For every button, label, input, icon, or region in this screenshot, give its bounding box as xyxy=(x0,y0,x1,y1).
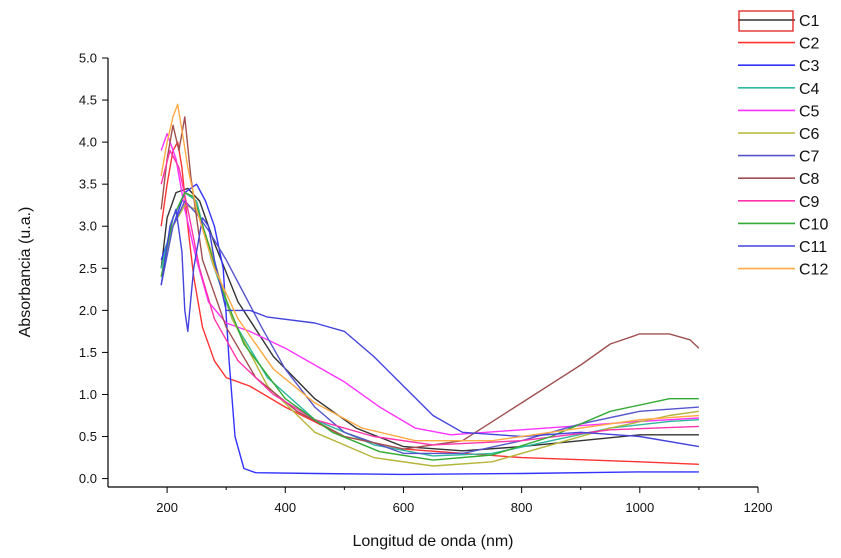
legend-label-c7: C7 xyxy=(799,149,820,166)
legend-label-c6: C6 xyxy=(799,126,820,143)
series-line-c2 xyxy=(160,141,699,465)
legend-label-c9: C9 xyxy=(799,194,820,211)
y-tick-label: 4.0 xyxy=(79,135,97,150)
y-tick-label: 3.5 xyxy=(79,177,97,192)
y-tick-label: 2.0 xyxy=(79,303,97,318)
legend-label-c10: C10 xyxy=(799,216,828,233)
y-tick-label: 3.0 xyxy=(79,219,97,234)
x-tick-label: 600 xyxy=(393,500,415,515)
plot-lines xyxy=(160,103,700,476)
legend-label-c8: C8 xyxy=(799,171,820,188)
series-line-c7 xyxy=(160,200,699,455)
y-axis-title: Absorbancia (u.a.) xyxy=(17,207,34,338)
x-tick-label: 1000 xyxy=(625,500,654,515)
y-tick-label: 1.5 xyxy=(79,345,97,360)
legend-label-c5: C5 xyxy=(799,103,820,120)
series-line-c8 xyxy=(160,116,700,450)
legend-label-c4: C4 xyxy=(799,81,820,98)
y-tick-label: 5.0 xyxy=(79,51,97,66)
legend: C1 C2 C3 C4 C5 C6 C7 C8 C9 C10 C11 C12 xyxy=(738,10,828,279)
x-tick-label: 200 xyxy=(156,500,178,515)
series-line-c10 xyxy=(160,191,699,461)
y-tick-label: 0.5 xyxy=(79,429,97,444)
x-tick-label: 1200 xyxy=(744,500,773,515)
ticks: 200 400 600 800 1000 1200 0.0 0.5 1.0 1.5 2.0 2.5 3.… xyxy=(79,51,773,516)
y-tick-label: 4.5 xyxy=(79,93,97,108)
legend-label-c1: C1 xyxy=(799,13,820,30)
x-tick-label: 800 xyxy=(511,500,533,515)
y-tick-label: 0.0 xyxy=(79,471,97,486)
series-line-c11 xyxy=(160,208,700,448)
series-line-c3 xyxy=(160,183,699,476)
series-line-c9 xyxy=(160,149,699,446)
series-line-c5 xyxy=(160,133,699,436)
legend-label-c2: C2 xyxy=(799,36,820,53)
series-line-c1 xyxy=(160,187,699,452)
x-tick-label: 400 xyxy=(274,500,296,515)
y-tick-label: 2.5 xyxy=(79,261,97,276)
legend-label-c12: C12 xyxy=(799,262,828,279)
legend-selection-box xyxy=(738,10,794,32)
x-axis-title: Longitud de onda (nm) xyxy=(353,533,514,550)
legend-label-c3: C3 xyxy=(799,58,820,75)
series-line-c12 xyxy=(160,103,699,442)
y-tick-label: 1.0 xyxy=(79,387,97,402)
axes xyxy=(107,58,758,488)
legend-label-c11: C11 xyxy=(799,239,827,256)
